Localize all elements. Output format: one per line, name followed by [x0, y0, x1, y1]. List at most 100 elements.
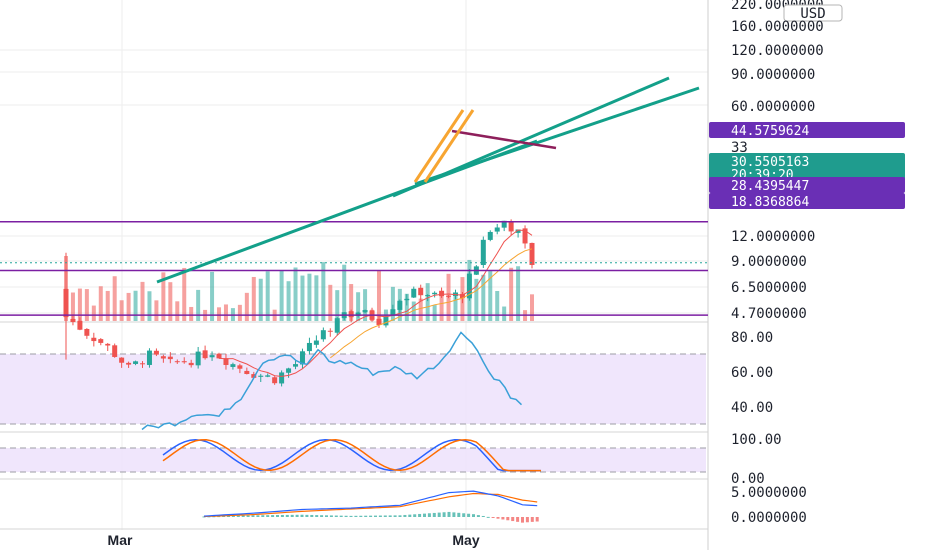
price-axis-label: 12.0000000	[731, 229, 815, 245]
rsi-axis-label: 80.00	[731, 330, 773, 346]
price-levels	[0, 220, 708, 316]
candle-body	[293, 364, 299, 367]
volume-bar	[411, 301, 416, 321]
volume-bar	[258, 278, 263, 321]
macd-histogram-bar	[325, 515, 328, 517]
candle-body	[334, 318, 340, 333]
volume-bar	[237, 304, 242, 321]
flag-pole-line-2[interactable]	[423, 109, 475, 183]
resistance-trendline[interactable]	[451, 129, 557, 150]
macd-histogram-bar	[310, 514, 314, 517]
candle-body	[140, 363, 146, 365]
macd-histogram-bar	[364, 515, 368, 517]
macd-signal-line	[203, 492, 538, 518]
macd-histogram-bar	[403, 514, 407, 517]
volume-bar	[286, 281, 291, 321]
macd-histogram-bar	[354, 515, 358, 517]
macd-histogram-bar	[222, 515, 226, 517]
candle-body	[223, 358, 229, 365]
volume-bar	[307, 273, 312, 321]
candle-body	[439, 290, 445, 297]
macd-pane	[202, 490, 539, 523]
macd-histogram-bar	[246, 515, 250, 517]
rsi-axis-label: 40.00	[731, 400, 773, 416]
macd-histogram-bar	[452, 512, 456, 517]
macd-histogram-bar	[511, 517, 515, 522]
candle-body	[501, 220, 507, 228]
moving-average-line	[329, 248, 533, 359]
candle-body	[355, 312, 361, 316]
candle-body	[188, 362, 194, 366]
macd-histogram-bar	[423, 513, 426, 517]
level-tag-bg	[709, 177, 905, 193]
macd-histogram-bar	[285, 514, 289, 517]
candle-body	[279, 372, 285, 384]
price-axis-label: 160.0000000	[731, 19, 824, 35]
volume-bar	[376, 270, 381, 321]
volume-bar	[189, 306, 194, 321]
rsi-line	[141, 331, 523, 431]
macd-histogram-bar	[388, 515, 392, 517]
macd-histogram-bar	[320, 515, 324, 517]
macd-histogram-bar	[383, 515, 387, 517]
macd-histogram-bar	[227, 515, 230, 517]
volume-bars	[64, 256, 534, 321]
price-axis-label: 120.0000000	[731, 43, 824, 59]
volume-bar	[432, 305, 437, 321]
last-price-tag: 30.5505163	[731, 155, 809, 170]
volume-bar	[168, 282, 173, 321]
volume-bar	[390, 286, 395, 321]
date-axis[interactable]: Mar May	[108, 532, 480, 548]
candle-body	[195, 351, 201, 366]
volume-bar	[210, 271, 215, 321]
macd-histogram-bar	[261, 515, 265, 517]
candle-body	[244, 370, 250, 374]
candle-body	[313, 340, 319, 345]
date-label-may: May	[452, 532, 479, 548]
currency-label: USD	[800, 6, 825, 22]
macd-histogram-bar	[300, 514, 304, 517]
macd-histogram-bar	[290, 514, 294, 517]
currency-badge[interactable]	[783, 4, 843, 22]
macd-histogram-bar	[457, 512, 461, 517]
candle-body	[529, 242, 535, 265]
volume-bar	[140, 281, 145, 321]
volume-bar	[530, 294, 534, 321]
candle-body	[251, 374, 257, 378]
volume-bar	[328, 284, 333, 321]
candle-body	[299, 351, 305, 365]
macd-histogram-bar	[506, 517, 510, 521]
macd-histogram-bar	[442, 512, 446, 517]
macd-histogram-bar	[315, 515, 319, 517]
volume-bar	[404, 293, 409, 321]
macd-histogram-bar	[241, 515, 245, 517]
price-axis[interactable]: 220.0000000 USD 160.0000000 120.0000000 …	[731, 0, 843, 322]
macd-histogram-bar	[535, 517, 539, 522]
volume-bar	[502, 306, 507, 321]
stoch-band	[0, 448, 706, 472]
date-label-mar: Mar	[108, 532, 133, 548]
volume-bar	[244, 292, 249, 321]
macd-histogram-bar	[437, 512, 441, 517]
stochastic-pane	[162, 438, 541, 472]
volume-bar	[251, 276, 256, 321]
flag-pole-line-1[interactable]	[413, 109, 465, 183]
candle-body	[515, 229, 521, 233]
macd-histogram-bar	[339, 515, 343, 517]
support-trendline[interactable]	[156, 139, 538, 284]
volume-bar	[439, 295, 444, 321]
candle-body	[126, 362, 132, 365]
macd-histogram-bar	[432, 512, 436, 517]
macd-histogram-bar	[447, 511, 451, 517]
volume-bar	[509, 267, 514, 321]
volume-bar	[349, 284, 354, 321]
candle-body	[459, 294, 465, 299]
price-tags: 44.5759624 30.5505163 20:39:20 28.439544…	[709, 122, 905, 210]
macd-histogram-bar	[369, 515, 373, 517]
volume-bar	[516, 266, 521, 321]
candle-body	[202, 350, 208, 359]
volume-bar	[133, 290, 138, 321]
drawings[interactable]	[156, 76, 700, 284]
macd-histogram-bar	[295, 514, 299, 517]
